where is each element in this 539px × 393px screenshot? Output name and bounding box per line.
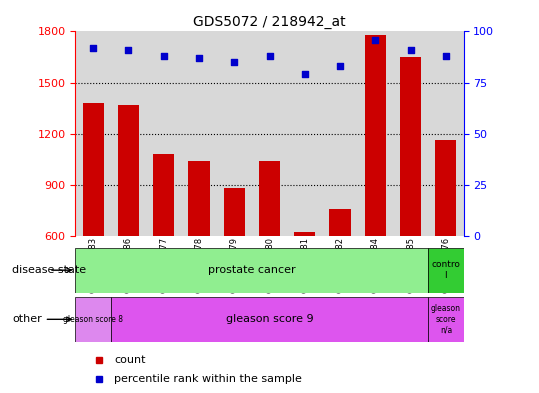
Point [124, 47, 133, 53]
Point [265, 53, 274, 59]
Bar [118, 105, 139, 236]
Text: gleason
score
n/a: gleason score n/a [431, 305, 461, 334]
Text: gleason score 9: gleason score 9 [226, 314, 313, 324]
Text: disease state: disease state [12, 265, 86, 275]
Text: gleason score 8: gleason score 8 [63, 315, 123, 324]
Point [230, 59, 239, 65]
Point [300, 71, 309, 77]
Point [195, 55, 203, 61]
Bar [436, 140, 457, 236]
Point [89, 45, 98, 51]
Bar [429, 31, 464, 236]
Bar [217, 31, 252, 236]
Bar [393, 31, 429, 236]
Bar [400, 57, 421, 236]
Bar [329, 209, 351, 236]
Bar [358, 31, 393, 236]
Text: contro
l: contro l [431, 261, 460, 280]
Bar [287, 31, 322, 236]
Bar [82, 103, 103, 236]
Bar [153, 154, 174, 236]
Point [371, 37, 379, 43]
Bar [188, 161, 210, 236]
Bar [75, 297, 110, 342]
Bar [75, 31, 110, 236]
Text: count: count [114, 354, 146, 365]
Point [336, 63, 344, 69]
Bar [110, 31, 146, 236]
Bar [110, 297, 429, 342]
Title: GDS5072 / 218942_at: GDS5072 / 218942_at [193, 15, 346, 29]
Point [160, 53, 168, 59]
Text: prostate cancer: prostate cancer [208, 265, 296, 275]
Bar [294, 232, 315, 236]
Point [441, 53, 450, 59]
Bar [181, 31, 217, 236]
Bar [224, 188, 245, 236]
Bar [365, 35, 386, 236]
Text: other: other [12, 314, 71, 324]
Point [406, 47, 415, 53]
Bar [429, 248, 464, 293]
Bar [252, 31, 287, 236]
Text: percentile rank within the sample: percentile rank within the sample [114, 374, 302, 384]
Bar [146, 31, 181, 236]
Bar [259, 161, 280, 236]
Bar [322, 31, 358, 236]
Bar [429, 297, 464, 342]
